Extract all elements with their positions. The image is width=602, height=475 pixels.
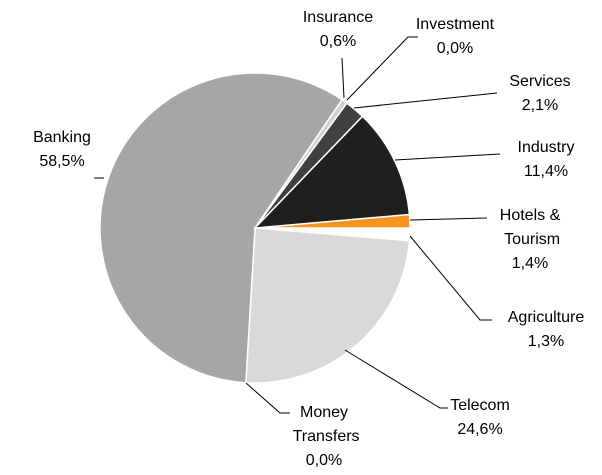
value-label: 0,6% (320, 33, 356, 50)
category-label: Services (509, 73, 570, 90)
value-label: 24,6% (457, 421, 502, 438)
category-label: Investment (416, 16, 495, 33)
value-label: 0,0% (437, 40, 473, 57)
category-label: Banking (33, 129, 91, 146)
pie-slice (99, 72, 344, 384)
leader-line (409, 235, 492, 321)
leader-line (341, 57, 345, 99)
leader-line (353, 92, 498, 109)
category-label: Hotels & Tourism (500, 207, 561, 248)
leader-line (344, 349, 448, 409)
category-label: Money Transfers (288, 404, 359, 445)
pie-slice (245, 227, 411, 384)
value-label: 1,3% (528, 333, 564, 350)
value-label: 11,4% (524, 163, 568, 180)
category-label: Industry (518, 139, 575, 156)
value-label: 2,1% (522, 97, 558, 114)
leader-line (409, 217, 488, 221)
pie-slice (253, 115, 411, 229)
leader-line (394, 153, 501, 161)
value-label: 58,5% (39, 153, 84, 170)
category-label: Agriculture (508, 309, 585, 326)
category-label: Insurance (303, 9, 373, 26)
leader-line (346, 36, 418, 101)
value-label: 1,4% (512, 255, 548, 272)
value-label: 0,0% (306, 452, 342, 469)
leader-line (245, 382, 290, 414)
category-label: Telecom (450, 397, 510, 414)
